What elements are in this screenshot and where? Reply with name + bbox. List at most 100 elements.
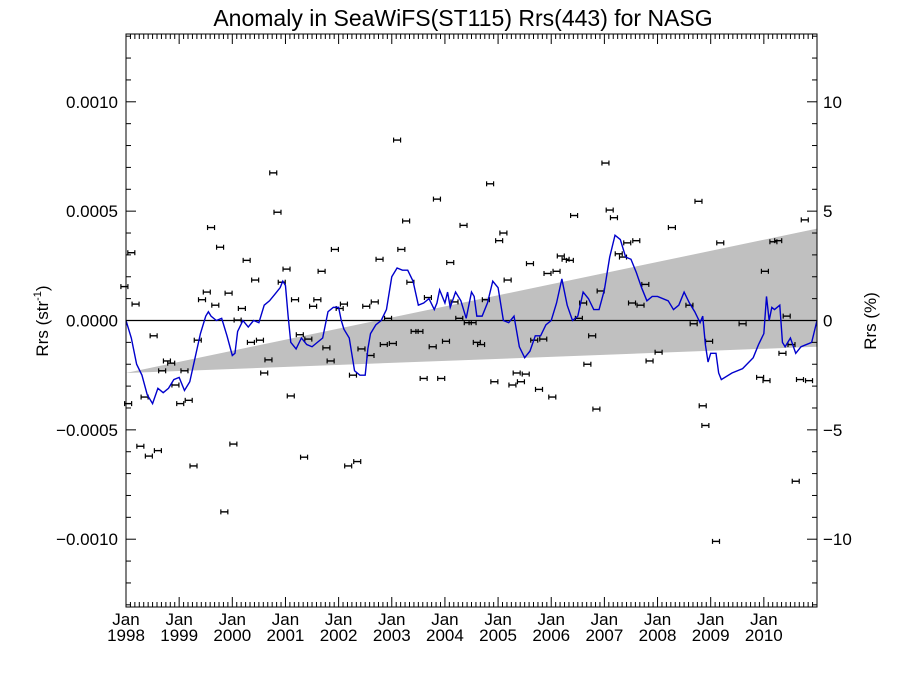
data-point	[313, 297, 322, 303]
data-point	[419, 375, 428, 381]
x-tick-year: 1999	[160, 626, 198, 645]
data-point	[738, 321, 747, 327]
data-point	[344, 463, 353, 469]
x-tick-year: 2002	[320, 626, 358, 645]
data-point	[184, 397, 193, 403]
data-point	[348, 372, 358, 378]
data-point	[326, 358, 335, 364]
data-point	[701, 422, 710, 428]
chart-title: Anomaly in SeaWiFS(ST115) Rrs(443) for N…	[213, 5, 712, 31]
data-point	[437, 375, 446, 381]
data-point	[641, 281, 650, 287]
y-tick-label: −0.0005	[56, 421, 118, 440]
y-tick-label: 0.0010	[66, 93, 118, 112]
data-point	[127, 250, 136, 256]
data-point	[428, 344, 437, 350]
x-tick-year: 2010	[745, 626, 783, 645]
y-axis-label-left: Rrs (str-1)	[32, 285, 52, 356]
data-point	[233, 317, 242, 323]
trend-band	[126, 228, 817, 373]
data-point	[383, 315, 393, 321]
x-tick-month: Jan	[325, 610, 352, 629]
data-point	[455, 315, 464, 321]
data-point	[282, 266, 291, 272]
data-point	[304, 336, 313, 342]
data-point	[158, 368, 167, 374]
x-tick-month: Jan	[112, 610, 139, 629]
data-point	[627, 300, 637, 306]
data-point	[432, 196, 442, 202]
data-point	[512, 370, 521, 376]
data-point	[224, 290, 233, 296]
x-tick-year: 2007	[585, 626, 623, 645]
data-point	[309, 303, 318, 309]
running-mean-line	[125, 233, 818, 406]
x-tick-month: Jan	[644, 610, 671, 629]
data-point	[237, 305, 246, 311]
data-point	[362, 303, 371, 309]
data-point	[402, 218, 411, 224]
data-point	[565, 257, 574, 263]
data-point	[762, 378, 771, 384]
data-point	[379, 342, 388, 348]
data-point	[286, 393, 295, 399]
data-point	[220, 509, 229, 515]
data-point	[711, 538, 721, 544]
y2-tick-label: 0	[823, 312, 832, 331]
data-point	[295, 332, 304, 338]
data-point	[800, 217, 809, 223]
data-point	[804, 378, 814, 384]
data-point	[264, 357, 273, 363]
data-point	[588, 333, 597, 339]
data-point	[516, 379, 526, 385]
x-tick-year: 2003	[373, 626, 411, 645]
data-point	[392, 137, 402, 143]
data-point	[242, 257, 251, 263]
data-point	[202, 289, 211, 295]
data-point	[171, 382, 180, 388]
data-point	[197, 297, 207, 303]
data-point	[459, 222, 468, 228]
y2-tick-label: −5	[823, 421, 842, 440]
data-point	[299, 454, 309, 460]
data-point	[375, 256, 384, 262]
data-point	[189, 463, 198, 469]
data-point	[193, 337, 202, 343]
y2-tick-label: 5	[823, 202, 832, 221]
x-tick-year: 2009	[692, 626, 730, 645]
data-point	[269, 170, 278, 176]
data-point	[698, 403, 707, 409]
data-point	[521, 371, 530, 377]
y2-tick-label: −10	[823, 530, 852, 549]
data-point	[260, 370, 269, 376]
data-point	[441, 338, 451, 344]
data-point	[357, 346, 366, 352]
data-point	[605, 207, 614, 213]
data-point	[525, 261, 535, 267]
data-point	[552, 268, 561, 274]
data-point	[476, 342, 486, 348]
x-tick-month: Jan	[219, 610, 246, 629]
x-tick-year: 2004	[426, 626, 464, 645]
data-point	[601, 160, 610, 166]
data-point	[645, 358, 654, 364]
data-point	[685, 302, 694, 308]
data-point	[486, 181, 495, 187]
x-tick-month: Jan	[165, 610, 192, 629]
data-point	[508, 382, 517, 388]
data-point	[370, 299, 379, 305]
data-point	[795, 377, 805, 383]
x-tick-year: 1998	[107, 626, 145, 645]
data-point	[290, 297, 300, 303]
data-point	[791, 478, 800, 484]
y2-tick-label: 10	[823, 93, 842, 112]
data-point	[176, 401, 185, 407]
data-point	[246, 339, 256, 345]
data-point	[215, 244, 225, 250]
data-point	[317, 268, 326, 274]
data-point	[756, 374, 765, 380]
x-tick-month: Jan	[431, 610, 458, 629]
data-point	[632, 238, 641, 244]
data-point	[180, 368, 189, 374]
